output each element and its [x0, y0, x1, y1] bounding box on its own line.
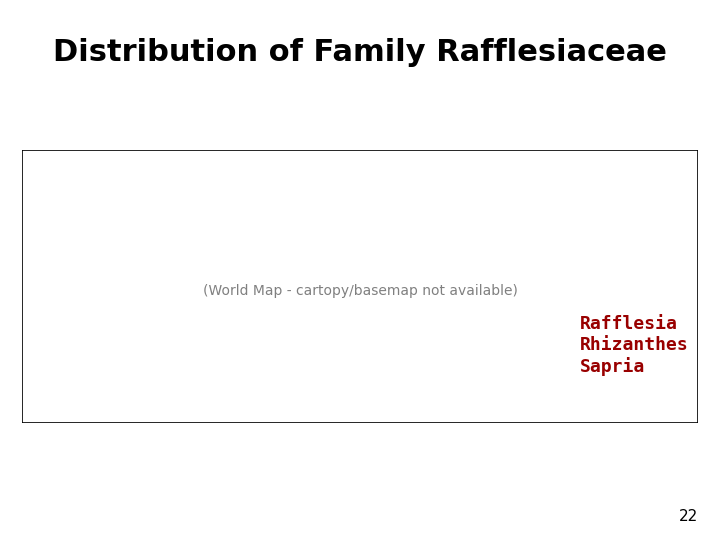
Text: Distribution of Family Rafflesiaceae: Distribution of Family Rafflesiaceae [53, 38, 667, 67]
Text: Rafflesia
Rhizanthes
Sapria: Rafflesia Rhizanthes Sapria [580, 315, 689, 376]
Text: (World Map - cartopy/basemap not available): (World Map - cartopy/basemap not availab… [202, 284, 518, 298]
Text: 22: 22 [679, 509, 698, 524]
